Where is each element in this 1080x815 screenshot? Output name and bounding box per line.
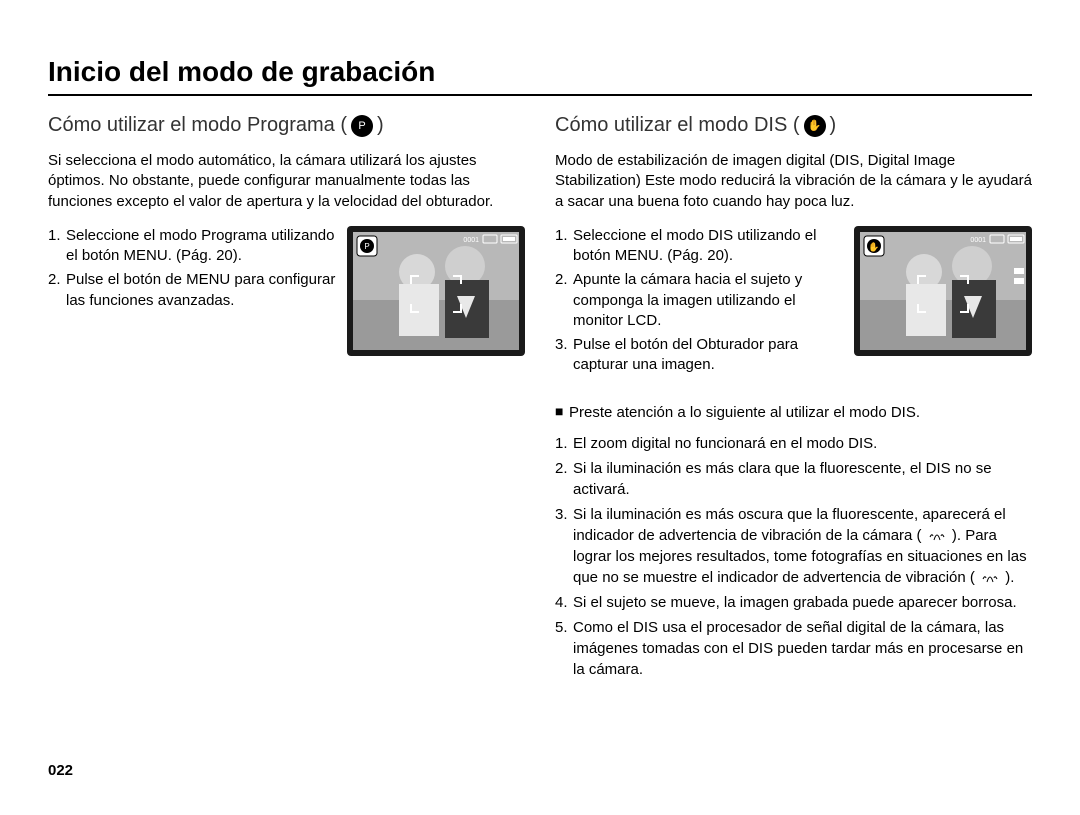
heading-text-suffix: ) bbox=[830, 114, 837, 137]
heading-text-suffix: ) bbox=[377, 114, 384, 137]
list-item: 3. Pulse el botón del Obturador para cap… bbox=[555, 335, 844, 376]
notes-list: 1. El zoom digital no funcionará en el m… bbox=[555, 433, 1032, 680]
page-number: 022 bbox=[48, 762, 73, 779]
steps-list: 1. Seleccione el modo DIS utilizando el … bbox=[555, 226, 844, 380]
list-item: 5. Como el DIS usa el procesador de seña… bbox=[555, 617, 1032, 680]
left-column: Cómo utilizar el modo Programa ( P ) Si … bbox=[48, 114, 525, 684]
notes-heading: ■ Preste atención a lo siguiente al util… bbox=[555, 402, 1032, 423]
list-item: 1. El zoom digital no funcionará en el m… bbox=[555, 433, 1032, 454]
steps-list: 1. Seleccione el modo Programa utilizand… bbox=[48, 226, 337, 315]
list-item: 2. Pulse el botón de MENU para configura… bbox=[48, 270, 337, 311]
svg-text:P: P bbox=[364, 242, 369, 251]
list-item: 3. Si la iluminación es más oscura que l… bbox=[555, 504, 1032, 588]
intro-paragraph: Modo de estabilización de imagen digital… bbox=[555, 151, 1032, 212]
program-mode-icon: P bbox=[351, 115, 373, 137]
section-heading-programa: Cómo utilizar el modo Programa ( P ) bbox=[48, 114, 525, 137]
note-item-3-text: Si la iluminación es más oscura que la f… bbox=[573, 504, 1032, 588]
list-item: 1. Seleccione el modo Programa utilizand… bbox=[48, 226, 337, 267]
dis-mode-icon: ✋ bbox=[804, 115, 826, 137]
intro-paragraph: Si selecciona el modo automático, la cám… bbox=[48, 151, 525, 212]
manual-page: Inicio del modo de grabación Cómo utiliz… bbox=[0, 0, 1080, 815]
heading-text-prefix: Cómo utilizar el modo Programa ( bbox=[48, 114, 347, 137]
list-item: 2. Si la iluminación es más clara que la… bbox=[555, 458, 1032, 500]
right-column: Cómo utilizar el modo DIS ( ✋ ) Modo de … bbox=[555, 114, 1032, 684]
steps-and-preview-row: 1. Seleccione el modo DIS utilizando el … bbox=[555, 226, 1032, 380]
steps-and-preview-row: 1. Seleccione el modo Programa utilizand… bbox=[48, 226, 525, 356]
svg-text:✋: ✋ bbox=[868, 241, 879, 252]
list-item: 4. Si el sujeto se mueve, la imagen grab… bbox=[555, 592, 1032, 613]
section-heading-dis: Cómo utilizar el modo DIS ( ✋ ) bbox=[555, 114, 1032, 137]
svg-text:0001: 0001 bbox=[463, 237, 479, 244]
list-item: 1. Seleccione el modo DIS utilizando el … bbox=[555, 226, 844, 267]
notes-block: ■ Preste atención a lo siguiente al util… bbox=[555, 402, 1032, 680]
camera-shake-icon bbox=[926, 527, 948, 543]
heading-text-prefix: Cómo utilizar el modo DIS ( bbox=[555, 114, 800, 137]
camera-lcd-preview: ✋ 0001 bbox=[854, 226, 1032, 356]
svg-text:0001: 0001 bbox=[970, 237, 986, 244]
camera-shake-icon bbox=[979, 569, 1001, 585]
list-item: 2. Apunte la cámara hacia el sujeto y co… bbox=[555, 270, 844, 331]
camera-lcd-preview: P 0001 bbox=[347, 226, 525, 356]
two-column-layout: Cómo utilizar el modo Programa ( P ) Si … bbox=[48, 114, 1032, 684]
page-title: Inicio del modo de grabación bbox=[48, 56, 1032, 96]
